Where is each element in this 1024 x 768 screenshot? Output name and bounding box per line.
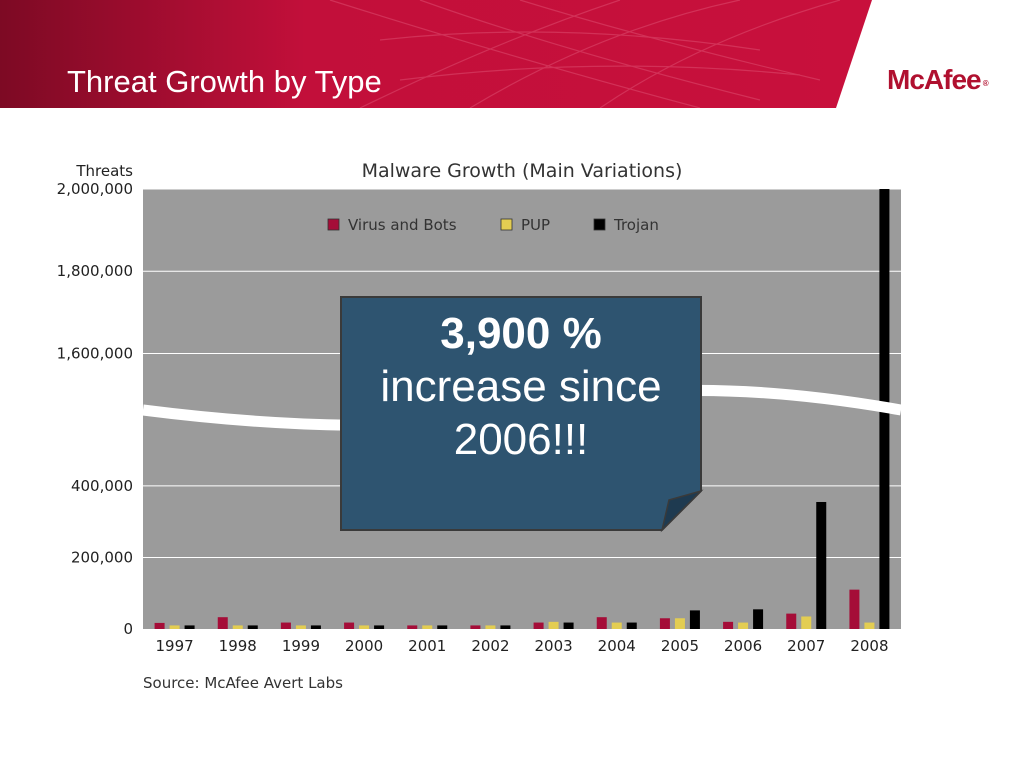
bar-trojan-1999 <box>310 625 321 629</box>
chart-legend: Virus and Bots PUP Trojan <box>327 216 659 234</box>
chart-title: Malware Growth (Main Variations) <box>362 160 683 182</box>
bar-virus-and-bots-2003 <box>533 622 544 629</box>
legend-label: Virus and Bots <box>348 216 457 234</box>
bar-trojan-1997 <box>184 625 195 629</box>
legend-swatch <box>327 218 340 231</box>
legend-item: Virus and Bots <box>327 216 457 234</box>
bar-pup-2000 <box>359 625 370 629</box>
bar-pup-2005 <box>674 618 685 629</box>
legend-item: PUP <box>500 216 550 234</box>
bar-virus-and-bots-2000 <box>344 622 355 629</box>
bar-pup-2008 <box>864 622 875 629</box>
callout-line-2: 2006!!! <box>453 414 589 464</box>
bar-trojan-1998 <box>247 625 258 629</box>
callout-headline: 3,900 % <box>440 309 602 358</box>
bar-trojan-2006 <box>753 609 764 629</box>
bar-pup-2002 <box>485 625 496 629</box>
bar-virus-and-bots-2007 <box>786 613 797 629</box>
bar-virus-and-bots-1998 <box>217 617 228 629</box>
bar-virus-and-bots-2005 <box>659 618 670 629</box>
bar-virus-and-bots-2006 <box>723 621 734 629</box>
x-tick-label: 2001 <box>408 637 446 655</box>
legend-item: Trojan <box>593 216 659 234</box>
legend-swatch <box>500 218 513 231</box>
bar-pup-2006 <box>738 622 749 629</box>
y-tick-label: 200,000 <box>71 548 133 566</box>
x-tick-label: 2002 <box>471 637 509 655</box>
x-tick-label: 2006 <box>724 637 762 655</box>
callout-line-1: increase since <box>380 361 662 411</box>
y-tick-label: 1,800,000 <box>57 262 133 280</box>
bar-pup-2001 <box>422 625 433 629</box>
x-tick-label: 2005 <box>661 637 699 655</box>
bar-pup-2004 <box>611 622 622 629</box>
bar-trojan-2005 <box>689 610 700 629</box>
bar-virus-and-bots-2002 <box>470 625 481 629</box>
bar-trojan-2002 <box>500 625 511 629</box>
bar-pup-2003 <box>548 621 559 629</box>
bar-trojan-2000 <box>374 625 385 629</box>
x-tick-label: 2004 <box>598 637 636 655</box>
legend-label: Trojan <box>613 216 659 234</box>
y-tick-label: 1,600,000 <box>57 344 133 362</box>
legend-label: PUP <box>521 216 550 234</box>
bar-pup-1999 <box>295 625 306 629</box>
legend-swatch <box>593 218 606 231</box>
bar-trojan-2001 <box>437 625 448 629</box>
bar-pup-1998 <box>232 625 243 629</box>
bar-virus-and-bots-1999 <box>280 622 291 629</box>
x-tick-label: 1997 <box>155 637 193 655</box>
bar-trojan-2007 <box>816 501 827 629</box>
x-tick-label: 2003 <box>534 637 572 655</box>
registered-mark: ® <box>982 79 989 88</box>
brand-name: McAfee <box>887 64 982 95</box>
y-tick-label: 400,000 <box>71 477 133 495</box>
y-tick-label: 2,000,000 <box>57 180 133 198</box>
x-tick-label: 2000 <box>345 637 383 655</box>
bar-trojan-2004 <box>626 622 637 629</box>
callout-box <box>340 296 704 533</box>
source-note: Source: McAfee Avert Labs <box>143 674 343 692</box>
slide-header: Threat Growth by Type McAfee ® <box>0 0 1024 108</box>
bar-pup-1997 <box>169 625 180 629</box>
y-axis-label: Threats <box>75 162 133 180</box>
x-tick-label: 2007 <box>787 637 825 655</box>
bar-virus-and-bots-2004 <box>596 617 607 629</box>
mcafee-logo: McAfee ® <box>887 62 989 98</box>
bar-trojan-2003 <box>563 622 574 629</box>
callout-text: 3,900 % increase since 2006!!! <box>342 298 700 466</box>
bar-pup-2007 <box>801 616 812 629</box>
x-tick-label: 2008 <box>850 637 888 655</box>
bar-virus-and-bots-2001 <box>407 625 418 629</box>
slide-title: Threat Growth by Type <box>67 64 382 99</box>
bar-virus-and-bots-2008 <box>849 589 860 629</box>
bar-virus-and-bots-1997 <box>154 622 165 629</box>
y-tick-label: 0 <box>123 620 133 638</box>
x-tick-label: 1999 <box>282 637 320 655</box>
header-banner <box>0 0 872 108</box>
x-tick-label: 1998 <box>219 637 257 655</box>
